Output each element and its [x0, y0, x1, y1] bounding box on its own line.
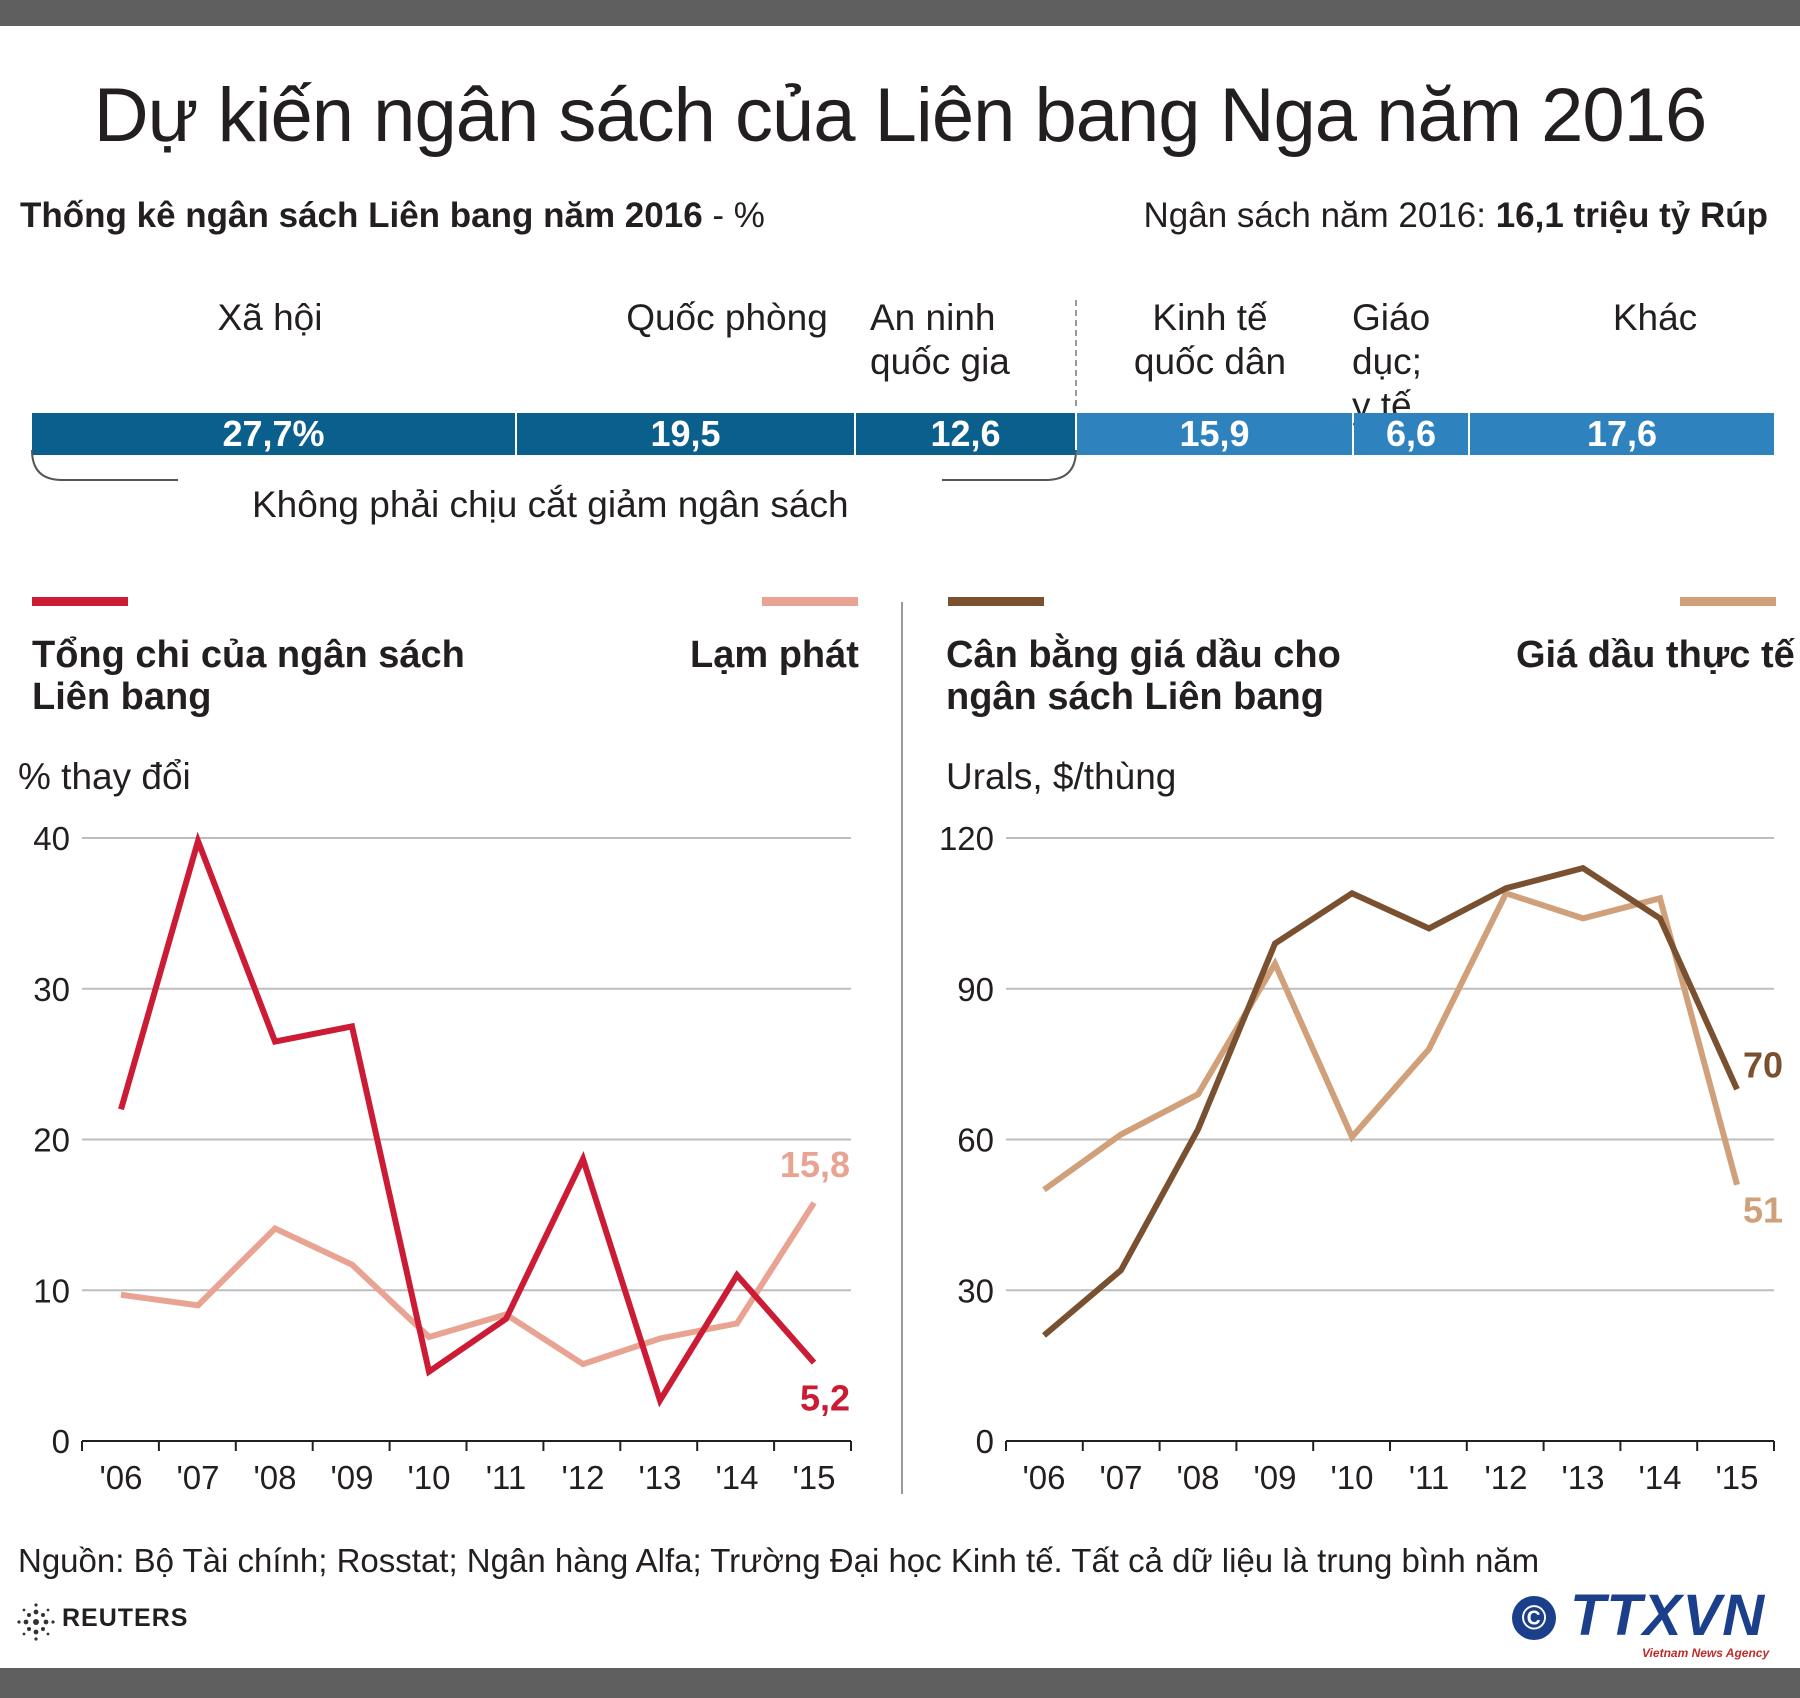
category-label-other: Khác	[1612, 297, 1698, 338]
left-chart-y-tick-label: 30	[33, 971, 70, 1008]
bar-segment-security: 12,6	[856, 413, 1075, 455]
right-chart-y-tick-label: 30	[957, 1272, 994, 1309]
bar-segment-social: 27,7%	[32, 413, 515, 455]
right-chart-y-tick-label: 60	[957, 1122, 994, 1159]
page-title: Dự kiến ngân sách của Liên bang Nga năm …	[93, 73, 1707, 158]
protected-brace	[31, 449, 1077, 481]
left-chart-y-tick-label: 10	[33, 1272, 70, 1309]
chart-divider	[901, 602, 903, 1494]
category-label-security: An ninh quốc gia	[870, 297, 1010, 382]
left-chart-end-label-0: 5,2	[800, 1378, 850, 1419]
bar-segment-defense: 19,5	[517, 413, 854, 455]
left-chart-y-tick-label: 20	[33, 1122, 70, 1159]
right-chart-end-label-1: 51	[1743, 1190, 1783, 1231]
bar-segment-economy: 15,9	[1077, 413, 1352, 455]
right-chart-x-tick-label: '08	[1176, 1459, 1219, 1496]
left-chart-x-tick-label: '06	[99, 1459, 142, 1496]
right-chart-x-tick-label: '14	[1638, 1459, 1681, 1496]
left-chart-x-tick-label: '14	[715, 1459, 758, 1496]
right-chart-unit: Urals, $/thùng	[946, 756, 1177, 797]
right-chart-x-tick-label: '07	[1099, 1459, 1142, 1496]
category-label-economy: Kinh tế quốc dân	[1133, 297, 1287, 382]
legend-inflation: Lạm phát	[690, 634, 859, 676]
right-line-chart: 0 30 60 90 120 '06 '07 '08 '09 '10 '11 '12 '13 '14 '15…	[939, 820, 1783, 1496]
left-chart-unit: % thay đổi	[18, 756, 191, 797]
left-chart-x-tick-label: '07	[176, 1459, 219, 1496]
bottom-band	[0, 1668, 1800, 1698]
right-chart-y-tick-label: 90	[957, 971, 994, 1008]
left-chart-end-label-1: 15,8	[780, 1144, 850, 1185]
category-label-social: Xã hội	[217, 297, 323, 338]
left-chart-x-tick-label: '11	[486, 1459, 527, 1496]
left-chart-x-tick-label: '12	[561, 1459, 604, 1496]
bar-segment-other: 17,6	[1470, 413, 1774, 455]
right-chart-x-tick-label: '10	[1330, 1459, 1373, 1496]
budget-total: Ngân sách năm 2016: 16,1 triệu tỷ Rúp	[1143, 196, 1768, 235]
budget-subtitle: Thống kê ngân sách Liên bang năm 2016 - …	[20, 196, 765, 235]
reuters-wordmark: REUTERS	[62, 1604, 189, 1632]
copyright-icon: ©	[1512, 1596, 1556, 1640]
bar-segment-education-health: 6,6	[1354, 413, 1468, 455]
legend-spending: Tổng chi của ngân sách Liên bang	[32, 634, 465, 718]
category-label-defense: Quốc phòng	[626, 297, 828, 338]
legend-actual: Giá dầu thực tế	[1516, 634, 1795, 676]
right-chart-x-tick-label: '11	[1409, 1459, 1450, 1496]
source-note: Nguồn: Bộ Tài chính; Rosstat; Ngân hàng …	[18, 1542, 1540, 1579]
right-chart-x-tick-label: '15	[1715, 1459, 1758, 1496]
left-chart-x-tick-label: '15	[792, 1459, 835, 1496]
left-chart-series-line-1	[120, 1201, 817, 1368]
right-chart-x-tick-label: '06	[1022, 1459, 1065, 1496]
legend-line-actual	[1680, 597, 1776, 606]
left-chart-x-tick-label: '10	[407, 1459, 450, 1496]
protected-separator	[1075, 300, 1077, 406]
right-chart-series-line-0	[1042, 864, 1740, 1338]
ttxvn-logo: TTXVN	[1570, 1583, 1766, 1648]
legend-line-breakeven	[948, 597, 1044, 606]
right-chart-y-tick-label: 120	[939, 820, 994, 857]
left-chart-x-tick-label: '09	[330, 1459, 373, 1496]
legend-line-inflation	[762, 597, 858, 606]
right-chart-x-tick-label: '09	[1253, 1459, 1296, 1496]
left-chart-x-tick-label: '13	[638, 1459, 681, 1496]
protected-note: Không phải chịu cắt giảm ngân sách	[252, 484, 849, 525]
legend-line-spending	[32, 597, 128, 606]
right-chart-x-tick-label: '12	[1484, 1459, 1527, 1496]
left-chart-y-tick-label: 0	[52, 1423, 70, 1460]
ttxvn-tagline: Vietnam News Agency	[1642, 1646, 1770, 1660]
left-chart-x-tick-label: '08	[253, 1459, 296, 1496]
category-label-education-health: Giáo dục; y tế	[1352, 297, 1431, 426]
right-chart-y-tick-label: 0	[976, 1423, 994, 1460]
right-chart-series-line-1	[1042, 889, 1740, 1193]
top-band	[0, 0, 1800, 26]
right-chart-end-label-0: 70	[1743, 1044, 1783, 1085]
right-chart-x-tick-label: '13	[1561, 1459, 1604, 1496]
left-line-chart: 0 10 20 30 40 '06 '07 '08 '09 '10 '11 '12 '13 '14 '15 1…	[33, 820, 852, 1496]
left-chart-series-line-0	[118, 831, 817, 1408]
reuters-logo-icon	[17, 1603, 55, 1641]
left-chart-y-tick-label: 40	[33, 820, 70, 857]
legend-breakeven: Cân bằng giá dầu cho ngân sách Liên bang	[946, 634, 1341, 718]
